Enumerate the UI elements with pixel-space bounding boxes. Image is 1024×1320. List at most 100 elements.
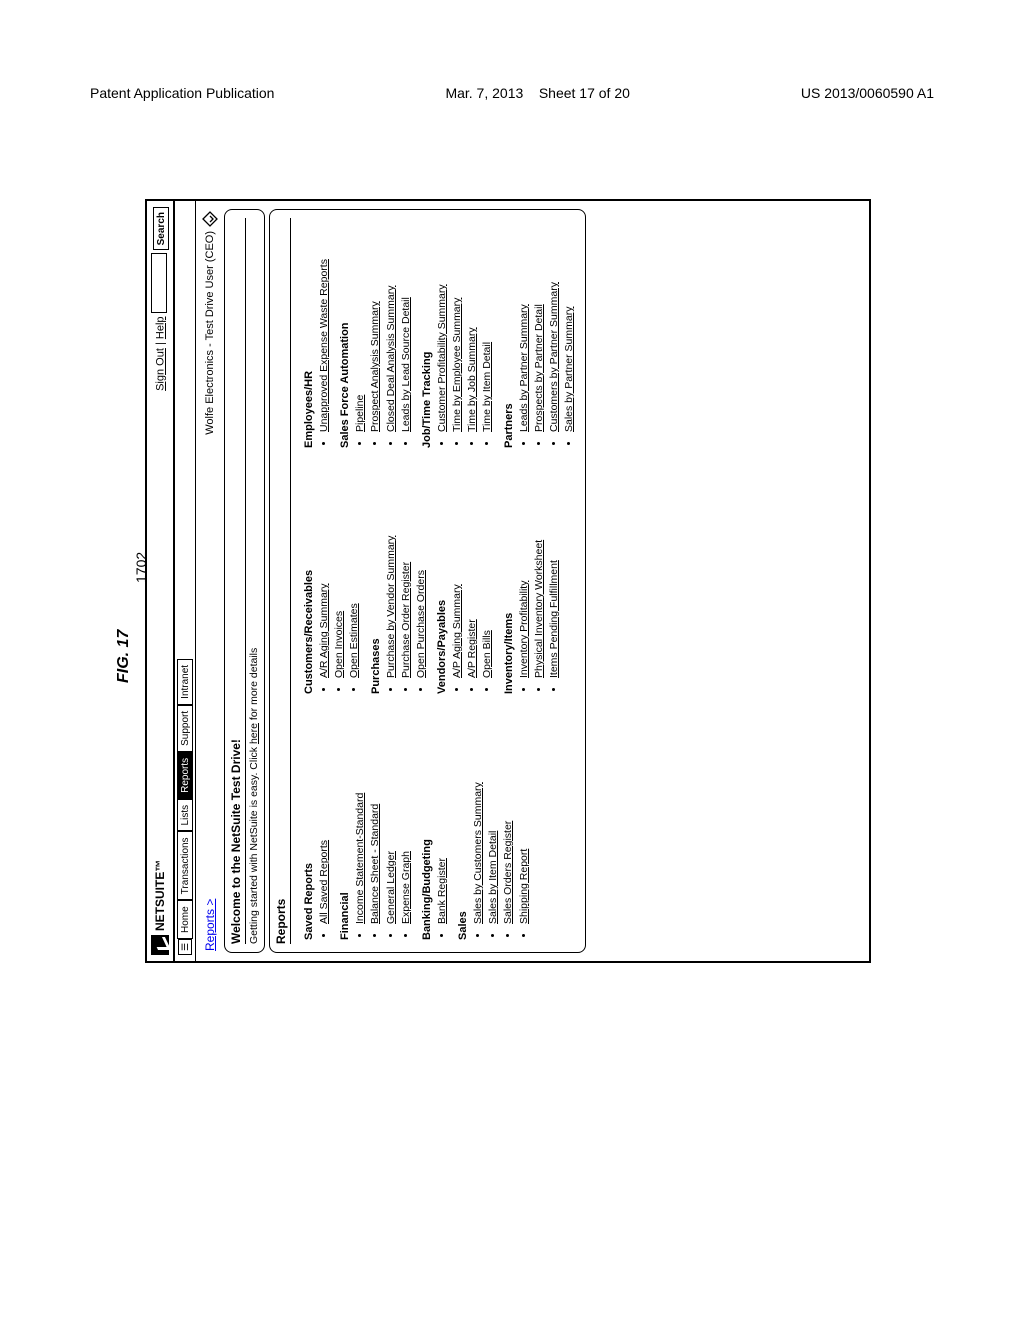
report-link[interactable]: Leads by Lead Source Detail [400, 297, 412, 432]
report-link[interactable]: Customer Profitability Summary [436, 284, 448, 432]
reports-col-3: Employees/HRUnapproved Expense Waste Rep… [295, 222, 577, 448]
report-link[interactable]: A/P Aging Summary [451, 584, 463, 678]
list-item: Unapproved Expense Waste Reports [317, 222, 331, 432]
list-item: Customer Profitability Summary [435, 222, 449, 432]
search-button[interactable]: Search [153, 207, 169, 250]
list-item: Time by Employee Summary [450, 222, 464, 432]
link-list: Inventory ProfitabilityPhysical Inventor… [517, 468, 562, 694]
top-links: Sign Out | Help Search [151, 207, 169, 391]
list-item: Inventory Profitability [517, 468, 531, 678]
list-item: Leads by Partner Summary [517, 222, 531, 432]
report-link[interactable]: Sales Orders Register [502, 821, 514, 924]
section-title: Purchases [370, 468, 382, 694]
help-link[interactable]: Help [155, 316, 167, 339]
report-link[interactable]: All Saved Reports [318, 840, 330, 924]
report-link[interactable]: Prospect Analysis Summary [369, 301, 381, 432]
brand-name: NETSUITE™ [153, 860, 167, 931]
pub-date: Mar. 7, 2013 [445, 85, 523, 101]
report-link[interactable]: Balance Sheet - Standard [369, 804, 381, 924]
list-item: Physical Inventory Worksheet [532, 468, 546, 678]
report-link[interactable]: Time by Job Summary [466, 327, 478, 432]
pub-type: Patent Application Publication [90, 85, 274, 101]
list-item: Pipeline [353, 222, 367, 432]
reports-panel-title: Reports [274, 218, 291, 944]
nav-lists[interactable]: Lists [177, 799, 193, 832]
report-link[interactable]: Open Purchase Orders [415, 570, 427, 678]
nav-hamburger-icon[interactable]: ☰ [178, 939, 192, 955]
top-bar: NETSUITE™ Sign Out | Help Search [147, 201, 174, 961]
figure-label: FIG. 17 [115, 630, 133, 683]
report-link[interactable]: Inventory Profitability [518, 581, 530, 678]
report-link[interactable]: Open Invoices [333, 611, 345, 678]
report-link[interactable]: Sales by Customers Summary [472, 782, 484, 924]
list-item: General Ledger [384, 714, 398, 924]
search-input[interactable] [151, 253, 167, 313]
link-list: Bank Register [435, 714, 449, 940]
report-link[interactable]: Bank Register [436, 858, 448, 924]
list-item: Open Estimates [347, 468, 361, 678]
report-link[interactable]: Shipping Report [518, 849, 530, 924]
report-link[interactable]: Unapproved Expense Waste Reports [318, 259, 330, 432]
list-item: Leads by Lead Source Detail [399, 222, 413, 432]
link-list: A/R Aging SummaryOpen InvoicesOpen Estim… [317, 468, 362, 694]
report-link[interactable]: A/R Aging Summary [318, 583, 330, 678]
section-title: Employees/HR [303, 222, 315, 448]
report-link[interactable]: Purchase by Vendor Summary [385, 536, 397, 678]
section-title: Sales Force Automation [339, 222, 351, 448]
welcome-more-link[interactable]: here [248, 723, 260, 744]
report-link[interactable]: Sales by Item Detail [487, 831, 499, 924]
link-list: A/P Aging SummaryA/P RegisterOpen Bills [450, 468, 495, 694]
app-window: NETSUITE™ Sign Out | Help Search ☰ Home … [145, 199, 871, 963]
list-item: Purchase by Vendor Summary [384, 468, 398, 678]
report-link[interactable]: Time by Employee Summary [451, 298, 463, 432]
report-link[interactable]: Physical Inventory Worksheet [533, 540, 545, 678]
report-link[interactable]: A/P Register [466, 619, 478, 678]
list-item: Customers by Partner Summary [547, 222, 561, 432]
report-link[interactable]: Expense Graph [400, 851, 412, 924]
link-list: All Saved Reports [317, 714, 331, 940]
context-user-label: Wolfe Electronics - Test Drive User (CEO… [204, 231, 216, 435]
report-link[interactable]: Items Pending Fulfillment [548, 560, 560, 678]
report-link[interactable]: Sales by Partner Summary [563, 307, 575, 432]
context-row: Reports > Wolfe Electronics - Test Drive… [196, 201, 220, 961]
link-list: Customer Profitability SummaryTime by Em… [435, 222, 495, 448]
signout-link[interactable]: Sign Out [155, 348, 167, 391]
list-item: Closed Deal Analysis Summary [384, 222, 398, 432]
list-item: Time by Job Summary [465, 222, 479, 432]
list-item: Sales by Item Detail [486, 714, 500, 924]
report-link[interactable]: Prospects by Partner Detail [533, 304, 545, 432]
role-selector-icon[interactable] [202, 211, 218, 227]
welcome-title: Welcome to the NetSuite Test Drive! [229, 218, 246, 944]
list-item: A/P Aging Summary [450, 468, 464, 678]
link-list: Sales by Customers SummarySales by Item … [471, 714, 531, 940]
welcome-subtitle: Getting started with NetSuite is easy. C… [246, 218, 260, 944]
list-item: A/R Aging Summary [317, 468, 331, 678]
list-item: Sales by Customers Summary [471, 714, 485, 924]
nav-reports[interactable]: Reports [177, 752, 193, 799]
nav-support[interactable]: Support [177, 705, 193, 752]
report-link[interactable]: Customers by Partner Summary [548, 282, 560, 432]
nav-home[interactable]: Home [177, 900, 193, 939]
nav-transactions[interactable]: Transactions [177, 831, 193, 900]
report-link[interactable]: Leads by Partner Summary [518, 304, 530, 432]
report-link[interactable]: Closed Deal Analysis Summary [385, 286, 397, 432]
report-link[interactable]: General Ledger [385, 851, 397, 924]
nav-intranet[interactable]: Intranet [177, 659, 193, 705]
report-link[interactable]: Time by Item Detail [481, 342, 493, 432]
list-item: Items Pending Fulfillment [547, 468, 561, 678]
report-link[interactable]: Purchase Order Register [400, 562, 412, 678]
list-item: Sales Orders Register [501, 714, 515, 924]
report-link[interactable]: Open Estimates [348, 603, 360, 678]
report-link[interactable]: Pipeline [354, 395, 366, 432]
welcome-panel: Welcome to the NetSuite Test Drive! Gett… [224, 209, 265, 953]
breadcrumb[interactable]: Reports > [203, 899, 217, 951]
pub-number: US 2013/0060590 A1 [801, 85, 934, 101]
patent-page-header: Patent Application Publication Mar. 7, 2… [0, 85, 1024, 101]
list-item: A/P Register [465, 468, 479, 678]
list-item: Prospects by Partner Detail [532, 222, 546, 432]
section-title: Inventory/Items [503, 468, 515, 694]
sheet-number: Sheet 17 of 20 [539, 85, 630, 101]
list-item: Bank Register [435, 714, 449, 924]
report-link[interactable]: Income Statement-Standard [354, 793, 366, 924]
report-link[interactable]: Open Bills [481, 630, 493, 678]
